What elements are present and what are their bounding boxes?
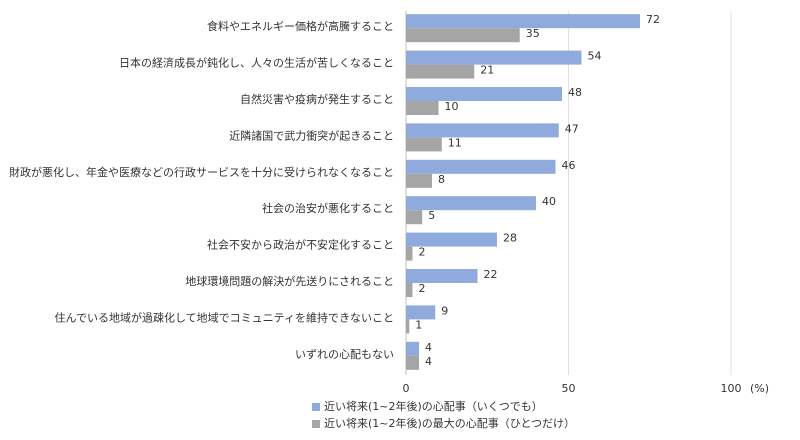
- value-label: 54: [588, 50, 602, 63]
- value-label: 2: [419, 246, 426, 259]
- bar: [406, 101, 439, 115]
- value-label: 1: [415, 318, 422, 331]
- value-label: 40: [542, 195, 556, 208]
- bar: [406, 319, 410, 334]
- value-label: 8: [438, 173, 445, 186]
- value-label: 28: [503, 232, 517, 245]
- value-label: 47: [565, 122, 579, 135]
- bar: [406, 232, 497, 247]
- bar: [406, 28, 520, 43]
- y-tick-label: 社会不安から政治が不安定化すること: [207, 238, 394, 252]
- bar: [406, 283, 413, 297]
- bar: [406, 341, 419, 356]
- value-label: 4: [425, 355, 432, 368]
- bar: [406, 196, 536, 211]
- bar: [406, 355, 419, 370]
- bar: [406, 123, 559, 138]
- y-tick-label: 社会の治安が悪化すること: [262, 201, 394, 215]
- y-tick-label: 日本の経済成長が鈍化し、人々の生活が苦しくなること: [119, 56, 394, 70]
- y-tick-label: 食料やエネルギー価格が高騰すること: [207, 19, 394, 33]
- y-tick-label: 自然災害や疫病が発生すること: [240, 92, 394, 106]
- value-label: 72: [646, 13, 660, 26]
- value-label: 11: [448, 136, 462, 149]
- value-label: 21: [480, 64, 494, 77]
- x-tick-label: 100: [721, 382, 742, 395]
- y-tick-label: 財政が悪化し、年金や医療などの行政サービスを十分に受けられなくなること: [9, 165, 394, 179]
- value-label: 46: [562, 159, 576, 172]
- bar: [406, 173, 432, 188]
- y-tick-label: 地球環境問題の解決が先送りにされること: [185, 274, 394, 288]
- y-tick-label: 近隣諸国で武力衝突が起きること: [229, 128, 394, 142]
- value-label: 5: [428, 209, 435, 222]
- value-label: 4: [425, 341, 432, 354]
- value-label: 2: [419, 282, 426, 295]
- value-label: 48: [568, 86, 582, 99]
- legend-label: 近い将来(1~2年後)の最大の心配事（ひとつだけ）: [324, 416, 575, 430]
- x-axis-unit: (%): [750, 382, 769, 395]
- value-label: 9: [441, 304, 448, 317]
- bar: [406, 14, 640, 29]
- x-tick-label: 50: [562, 382, 576, 395]
- value-label: 35: [526, 27, 540, 40]
- bar: [406, 87, 562, 101]
- value-label: 10: [445, 100, 459, 113]
- legend-label: 近い将来(1~2年後)の心配事（いくつでも）: [324, 399, 543, 413]
- y-tick-label: いずれの心配もない: [295, 348, 394, 361]
- bar: [406, 50, 582, 65]
- bar: [406, 305, 436, 320]
- bar: [406, 137, 442, 152]
- bar: [406, 246, 413, 261]
- x-tick-label: 0: [403, 382, 410, 395]
- value-label: 22: [484, 268, 498, 281]
- bar: [406, 64, 475, 79]
- bar: [406, 269, 478, 283]
- legend-swatch: [312, 420, 320, 428]
- bar: [406, 210, 423, 225]
- y-tick-label: 住んでいる地域が過疎化して地域でコミュニティを維持できないこと: [55, 310, 394, 324]
- bar: [406, 159, 556, 174]
- legend-swatch: [312, 403, 320, 411]
